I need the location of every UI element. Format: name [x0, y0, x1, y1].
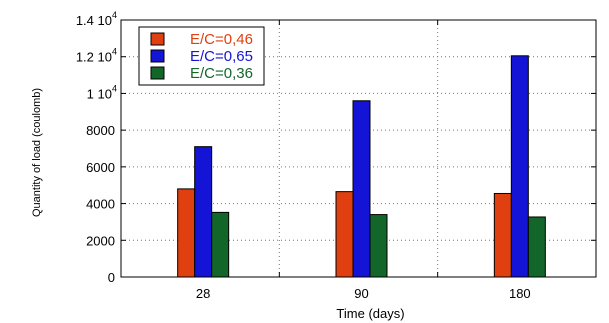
legend-label: E/C=0,46 [190, 31, 253, 48]
bar-1-90 [335, 191, 354, 278]
x-tick-label: 90 [354, 286, 368, 301]
y-tick-label: 4000 [86, 197, 115, 212]
y-tick-label: 1 104 [87, 83, 117, 101]
y-tick-label: 0 [108, 270, 115, 285]
legend-label: E/C=0,36 [190, 65, 253, 82]
bar-1-28 [177, 188, 196, 278]
legend-swatch [150, 66, 165, 80]
y-axis-label: Quantity of load (coulomb) [31, 88, 43, 217]
legend-swatch [150, 49, 165, 63]
bar-2-90 [352, 100, 371, 278]
grid [121, 20, 596, 277]
bar-1-180 [493, 192, 512, 278]
x-tick-label: 180 [509, 286, 531, 301]
y-tick-label: 1.4 104 [76, 10, 117, 28]
y-tick-label: 8000 [86, 123, 115, 138]
x-tick-label: 28 [196, 286, 210, 301]
bar-3-90 [369, 214, 388, 278]
x-axis-label: Time (days) [336, 306, 404, 321]
y-tick-label: 6000 [86, 160, 115, 175]
legend-label: E/C=0,65 [190, 48, 253, 65]
bar-2-28 [194, 146, 213, 278]
y-tick-label: 2000 [86, 233, 115, 248]
legend-swatch [150, 32, 165, 46]
bar-3-28 [211, 211, 230, 278]
x-axis-ticks: 28 90 180 [196, 20, 531, 301]
plot-frame [120, 19, 597, 278]
legend: E/C=0,46E/C=0,65E/C=0,36 [138, 26, 265, 86]
bar-3-180 [527, 216, 546, 278]
bar-2-180 [510, 55, 529, 278]
y-tick-label: 1.2 104 [76, 47, 117, 65]
bars [177, 55, 546, 278]
y-axis-ticks: 0 2000 4000 6000 8000 1 104 1.2 104 1.4 104 [76, 10, 596, 285]
